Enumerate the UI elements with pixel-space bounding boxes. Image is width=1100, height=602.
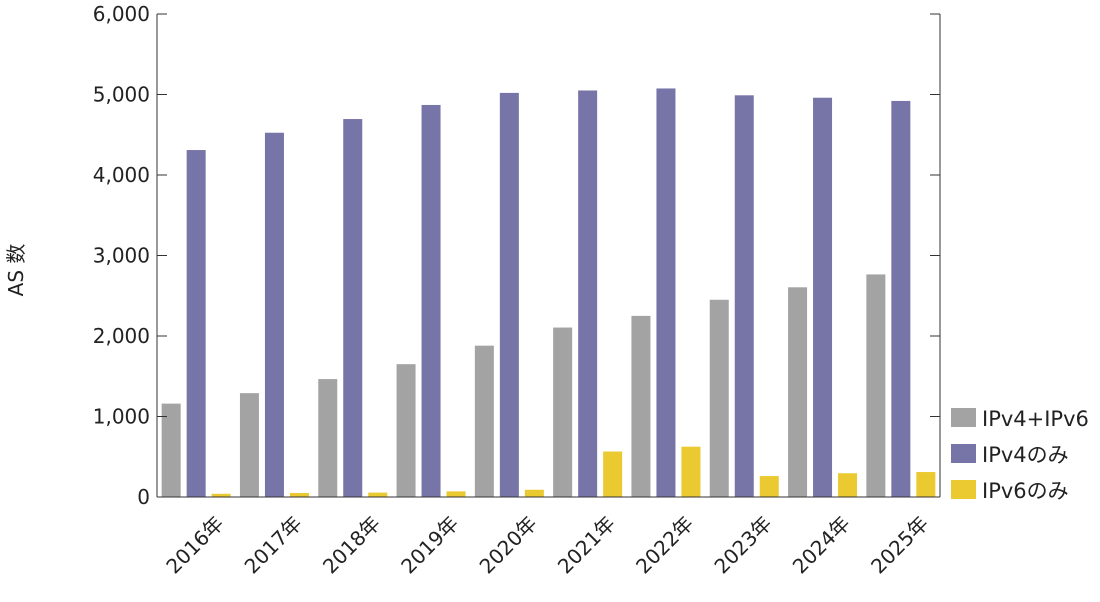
x-tick-label: 2023年 bbox=[709, 511, 776, 578]
bar-ipv4--0 bbox=[186, 150, 206, 498]
bar-ipv4-ipv6-5 bbox=[553, 327, 573, 497]
bars-group bbox=[161, 88, 936, 498]
y-tick-label: 5,000 bbox=[93, 83, 150, 107]
y-tick-label: 2,000 bbox=[93, 324, 150, 348]
x-tick-label: 2021年 bbox=[553, 511, 620, 578]
x-tick-label: 2016年 bbox=[161, 511, 228, 578]
y-tick-label: 1,000 bbox=[93, 405, 150, 429]
bar-ipv4--2 bbox=[343, 119, 363, 498]
legend-swatch bbox=[951, 444, 976, 463]
x-tick-label: 2025年 bbox=[866, 511, 933, 578]
bar-ipv4--1 bbox=[264, 132, 284, 498]
bar-ipv6--8 bbox=[838, 473, 858, 497]
legend-swatch bbox=[951, 480, 976, 499]
x-tick-label: 2024年 bbox=[788, 511, 855, 578]
bar-ipv4-ipv6-4 bbox=[474, 345, 494, 497]
legend-label: IPv4+IPv6 bbox=[982, 407, 1089, 431]
bar-ipv6--3 bbox=[446, 491, 466, 497]
bar-ipv4--9 bbox=[891, 100, 911, 497]
y-tick-label: 3,000 bbox=[93, 244, 150, 268]
bar-ipv4--6 bbox=[656, 88, 676, 498]
legend-label: IPv4のみ bbox=[982, 443, 1069, 467]
bar-ipv6--4 bbox=[524, 489, 544, 497]
bar-ipv4--4 bbox=[499, 92, 519, 497]
bar-ipv4-ipv6-8 bbox=[788, 287, 808, 497]
bar-ipv6--9 bbox=[916, 472, 936, 497]
y-tick-label: 4,000 bbox=[93, 163, 150, 187]
legend: IPv4+IPv6 IPv4のみ IPv6のみ bbox=[951, 407, 1089, 503]
bar-ipv4--8 bbox=[813, 97, 833, 497]
bar-ipv6--5 bbox=[603, 451, 623, 497]
bar-ipv4-ipv6-9 bbox=[866, 274, 886, 497]
x-tick-label: 2017年 bbox=[240, 511, 307, 578]
bar-ipv6--1 bbox=[289, 492, 309, 497]
x-axis: 2016年 2017年 2018年 2019年 2020年 2021年 2022年 2023年… bbox=[157, 496, 940, 578]
x-tick-label: 2022年 bbox=[631, 511, 698, 578]
y-axis-right bbox=[930, 13, 941, 498]
bar-ipv4-ipv6-0 bbox=[161, 403, 181, 497]
bar-ipv4-ipv6-6 bbox=[631, 315, 651, 497]
x-tick-label: 2019年 bbox=[396, 511, 463, 578]
bar-ipv4--3 bbox=[421, 104, 441, 497]
y-axis-left: 0 1,000 2,000 3,000 4,000 5,000 6,000 bbox=[93, 2, 167, 509]
bar-ipv4--5 bbox=[578, 90, 598, 497]
y-tick-label: 0 bbox=[137, 485, 150, 509]
x-tick-label: 2020年 bbox=[475, 511, 542, 578]
bar-ipv6--6 bbox=[681, 446, 701, 497]
bar-ipv6--7 bbox=[759, 476, 779, 497]
y-axis-title: AS 数 bbox=[4, 244, 28, 297]
bar-ipv6--0 bbox=[211, 493, 231, 497]
bar-ipv4-ipv6-2 bbox=[318, 379, 338, 497]
bar-ipv4--7 bbox=[734, 95, 754, 498]
bar-ipv4-ipv6-7 bbox=[709, 299, 729, 497]
y-tick-label: 6,000 bbox=[93, 2, 150, 26]
bar-ipv4-ipv6-3 bbox=[396, 364, 416, 497]
bar-ipv6--2 bbox=[368, 492, 388, 497]
bar-ipv4-ipv6-1 bbox=[239, 393, 259, 497]
legend-swatch bbox=[951, 408, 976, 427]
legend-label: IPv6のみ bbox=[982, 479, 1069, 503]
x-tick-label: 2018年 bbox=[318, 511, 385, 578]
